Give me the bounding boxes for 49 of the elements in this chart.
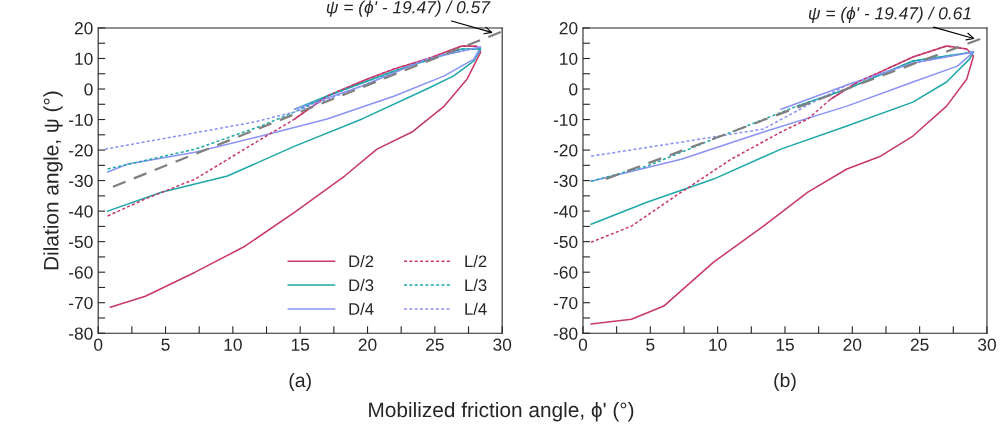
y-tick-label: -10 xyxy=(553,113,578,126)
x-tick-label: 5 xyxy=(646,338,655,351)
x-tick-label: 30 xyxy=(977,338,996,351)
y-tick-label: 10 xyxy=(75,52,93,65)
y-tick-label: -20 xyxy=(69,144,93,157)
x-tick-label: 25 xyxy=(426,338,444,351)
x-tick-label: 20 xyxy=(843,338,862,351)
annotation: ψ = (ϕ' - 19.47) / 0.61 xyxy=(808,6,971,23)
text: (a) xyxy=(289,372,311,392)
x-tick-label: 0 xyxy=(94,338,103,351)
x-tick-label: 25 xyxy=(910,338,929,351)
legend-label: L/3 xyxy=(465,278,487,292)
line-series xyxy=(590,45,975,325)
legend-label: D/4 xyxy=(349,302,374,315)
y-tick-label: -40 xyxy=(69,205,93,218)
y-tick-label: -20 xyxy=(553,144,578,157)
x-tick-label: 15 xyxy=(776,338,794,351)
y-tick-label: 10 xyxy=(560,52,578,65)
y-tick-label: 20 xyxy=(559,22,578,35)
x-tick-label: 15 xyxy=(291,338,310,351)
text: (b) xyxy=(774,372,796,392)
y-tick-label: -40 xyxy=(553,205,578,218)
y-tick-label: -10 xyxy=(69,113,93,126)
x-tick-label: 5 xyxy=(161,338,170,351)
legend-label: L/4 xyxy=(465,302,487,315)
y-tick-label: -80 xyxy=(553,327,578,340)
y-tick-label: -80 xyxy=(69,327,93,340)
y-tick-label: -30 xyxy=(69,174,93,188)
y-tick-label: -60 xyxy=(553,266,578,279)
legend-label: L/2 xyxy=(465,254,487,268)
y-tick-label: -70 xyxy=(553,296,578,310)
x-tick-label: 20 xyxy=(358,338,377,351)
y-tick-label: -60 xyxy=(69,266,93,279)
y-tick-label: -70 xyxy=(69,296,93,310)
y-tick-label: -30 xyxy=(553,174,578,188)
y-tick-label: -50 xyxy=(69,235,93,249)
y-axis-title: Dilation angle, ψ (°) xyxy=(43,91,63,270)
y-tick-label: 20 xyxy=(74,22,93,35)
y-tick-label: -50 xyxy=(553,235,578,249)
annotation: ψ = (ϕ' - 19.47) / 0.57 xyxy=(326,0,491,17)
x-tick-label: 30 xyxy=(493,338,512,351)
y-tick-label: 0 xyxy=(84,83,93,96)
legend-label: D/3 xyxy=(349,278,374,292)
x-tick-label: 10 xyxy=(709,338,727,351)
y-tick-label: 0 xyxy=(569,83,578,96)
x-tick-label: 0 xyxy=(578,338,588,351)
x-axis-title: Mobilized friction angle, ϕ' (°) xyxy=(369,401,634,422)
x-tick-label: 10 xyxy=(224,338,242,351)
legend-label: D/2 xyxy=(349,254,374,268)
